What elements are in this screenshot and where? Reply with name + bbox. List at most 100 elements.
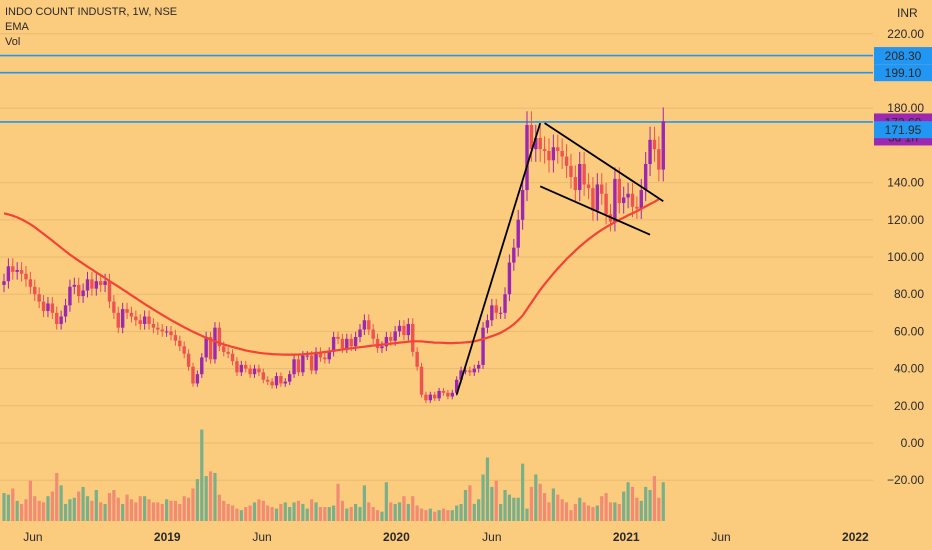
candle xyxy=(301,355,305,373)
candle xyxy=(547,150,551,161)
volume-bar xyxy=(380,511,384,521)
volume-bar xyxy=(595,505,599,521)
horizontal-lines[interactable] xyxy=(0,54,873,123)
volume-bar xyxy=(503,490,507,521)
trendline xyxy=(455,122,542,395)
candle xyxy=(498,312,503,314)
candle xyxy=(107,281,112,302)
volume-bar xyxy=(41,502,46,521)
volume-bar xyxy=(494,480,498,521)
candle xyxy=(534,137,538,150)
time-label: Jun xyxy=(23,530,42,544)
candle xyxy=(77,284,81,297)
price-axis[interactable]: 220.00 180.00 140.00 120.00 100.00 80.00 60.00… xyxy=(887,27,924,487)
candle xyxy=(222,346,226,352)
legend-ema[interactable]: EMA xyxy=(5,21,29,33)
volume-bar xyxy=(151,502,156,521)
candle xyxy=(283,381,287,384)
volume-bar xyxy=(63,503,68,521)
candle xyxy=(367,320,371,330)
volume-bar xyxy=(657,497,661,521)
volume-bar xyxy=(586,505,591,521)
volume-bar xyxy=(129,499,134,521)
candle xyxy=(314,351,318,371)
volume-bar xyxy=(2,493,6,521)
candles xyxy=(2,107,665,403)
candle xyxy=(630,193,635,207)
candle xyxy=(349,338,353,347)
volume-bar xyxy=(397,502,402,521)
candle xyxy=(266,379,270,382)
volume-bar xyxy=(639,500,643,521)
volume-bar xyxy=(569,510,573,521)
volume-bar xyxy=(33,496,37,521)
volume-bar xyxy=(534,474,538,521)
legend-vol[interactable]: Vol xyxy=(5,36,21,48)
volume-bar xyxy=(121,503,125,521)
candle xyxy=(248,368,252,375)
price-tick: 0.00 xyxy=(901,436,925,450)
price-tag xyxy=(874,47,932,65)
candle xyxy=(648,139,652,164)
price-tick: 60.00 xyxy=(894,324,924,338)
candle xyxy=(591,188,595,211)
volume-bar xyxy=(648,490,652,521)
volume-bar xyxy=(195,479,199,521)
trendlines[interactable] xyxy=(455,122,664,395)
volume-bar xyxy=(213,472,217,521)
candle xyxy=(490,305,494,321)
volume-bar xyxy=(389,502,393,521)
candle xyxy=(274,376,279,386)
volume-bar xyxy=(50,491,54,521)
candle xyxy=(120,309,125,328)
candle xyxy=(564,156,569,166)
volume-bar xyxy=(191,488,195,521)
candle xyxy=(380,346,384,349)
time-axis[interactable]: Jun2019Jun2020Jun2021Jun2022Ju xyxy=(23,530,932,544)
candle xyxy=(454,379,459,393)
candle xyxy=(98,281,103,285)
price-tick: 180.00 xyxy=(887,101,924,115)
candle xyxy=(459,370,463,380)
volume-bar xyxy=(358,507,362,521)
price-tag xyxy=(874,121,932,139)
volume-bar xyxy=(143,496,147,521)
volume-bar xyxy=(186,497,191,521)
candle xyxy=(485,320,490,328)
volume-bar xyxy=(72,497,76,521)
volume-bar xyxy=(107,493,112,521)
candle xyxy=(147,316,151,324)
candle xyxy=(261,372,266,380)
candle xyxy=(33,286,37,295)
candle xyxy=(600,184,604,194)
candle xyxy=(239,364,244,373)
volume-bar xyxy=(204,476,208,521)
candle xyxy=(151,323,156,328)
candle xyxy=(28,279,33,287)
candle xyxy=(287,374,292,382)
candle xyxy=(415,351,419,367)
candle xyxy=(582,164,586,185)
price-tag-label: 171.95 xyxy=(885,123,922,137)
candle xyxy=(24,273,28,280)
candle xyxy=(116,312,120,328)
candle xyxy=(406,323,411,336)
price-tick: 220.00 xyxy=(887,27,924,41)
legend-symbol[interactable]: INDO COUNT INDUSTR, 1W, NSE xyxy=(5,6,178,18)
candle xyxy=(433,394,437,399)
volume-bar xyxy=(296,500,301,521)
candle xyxy=(402,325,406,336)
volume-bar xyxy=(24,499,28,521)
candle xyxy=(279,376,283,384)
candle xyxy=(257,368,261,373)
volume-bar xyxy=(485,457,490,521)
candle xyxy=(103,281,107,285)
candle xyxy=(125,309,129,313)
volume-bar xyxy=(652,476,657,521)
volume-bar xyxy=(55,472,59,521)
volume-bar xyxy=(81,486,85,521)
candle xyxy=(323,357,327,360)
candle xyxy=(507,262,512,295)
